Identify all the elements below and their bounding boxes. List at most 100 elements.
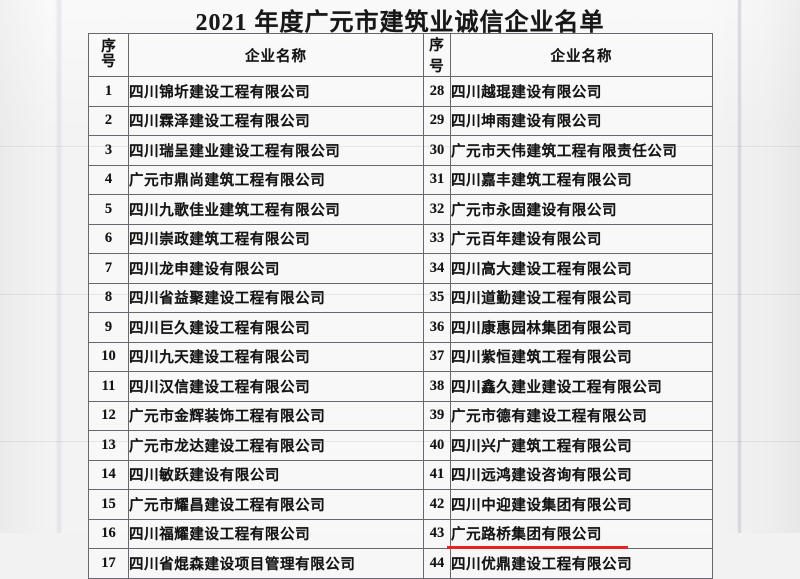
cell-company-name-left: 四川巨久建设工程有限公司 <box>128 312 424 343</box>
cell-seq-right: 41 <box>423 459 451 490</box>
cell-company-name-right: 四川鑫久建业建设工程有限公司 <box>450 371 713 402</box>
company-name-text: 广元市天伟建筑工程有限责任公司 <box>451 143 678 160</box>
cell-seq-right: 37 <box>423 341 451 372</box>
cell-seq-right: 31 <box>423 164 451 195</box>
cell-company-name-left: 四川敏跃建设有限公司 <box>128 459 424 490</box>
table-row: 1 四川锦圻建设工程有限公司 28 四川越琨建设有限公司 <box>88 76 713 107</box>
company-name-text: 四川兴广建筑工程有限公司 <box>451 438 633 455</box>
table-row: 15 广元市耀昌建设工程有限公司 42 四川中迎建设集团有限公司 <box>88 489 713 520</box>
table-body: 1 四川锦圻建设工程有限公司 28 四川越琨建设有限公司 2 四川霖泽建设工程有限公司 29… <box>88 76 713 579</box>
cell-seq-right: 39 <box>423 400 451 431</box>
cell-seq-left: 16 <box>88 518 129 549</box>
company-name-text: 四川崇政建筑工程有限公司 <box>129 232 311 249</box>
cell-seq-left: 6 <box>88 223 129 254</box>
company-name-text: 四川省益聚建设工程有限公司 <box>129 291 326 308</box>
column-header-name-left: 企业名称 <box>128 33 424 77</box>
page-title: 2021 年度广元市建筑业诚信企业名单 <box>195 10 605 36</box>
scan-artifact-streak <box>737 0 742 533</box>
cell-seq-left: 5 <box>88 194 129 225</box>
cell-company-name-left: 广元市鼎尚建筑工程有限公司 <box>128 164 424 195</box>
company-name-text: 广元市金辉装饰工程有限公司 <box>129 409 326 426</box>
table-row: 12 广元市金辉装饰工程有限公司 39 广元市德有建设工程有限公司 <box>88 400 713 431</box>
cell-company-name-right: 广元市德有建设工程有限公司 <box>450 400 713 431</box>
company-name-text: 广元路桥集团有限公司 <box>447 523 628 550</box>
cell-seq-right: 30 <box>423 135 451 166</box>
cell-seq-left: 2 <box>88 105 129 136</box>
cell-company-name-right: 四川兴广建筑工程有限公司 <box>450 430 713 461</box>
cell-seq-right: 43 <box>423 518 451 549</box>
table-header-row: 序 号 企业名称 序号 企业名称 <box>88 33 713 77</box>
company-name-text: 四川敏跃建设有限公司 <box>129 468 280 485</box>
cell-company-name-left: 四川省益聚建设工程有限公司 <box>128 282 424 313</box>
column-header-seq-left-line2: 号 <box>101 54 116 70</box>
table-header: 序 号 企业名称 序号 企业名称 <box>88 33 713 77</box>
table-row: 3 四川瑞呈建业建设工程有限公司 30 广元市天伟建筑工程有限责任公司 <box>88 135 713 166</box>
cell-company-name-right: 四川坤雨建设有限公司 <box>450 105 713 136</box>
company-name-text: 四川道勤建设工程有限公司 <box>451 291 633 308</box>
column-header-seq-left-line1: 序 <box>101 38 116 55</box>
cell-seq-left: 9 <box>88 312 129 343</box>
column-header-seq-right: 序号 <box>423 33 451 77</box>
cell-company-name-left: 四川崇政建筑工程有限公司 <box>128 223 424 254</box>
cell-company-name-left: 四川省焜森建设项目管理有限公司 <box>128 548 424 579</box>
company-name-text: 四川福耀建设工程有限公司 <box>129 527 311 544</box>
cell-seq-left: 13 <box>88 430 129 461</box>
company-name-text: 四川鑫久建业建设工程有限公司 <box>451 379 663 396</box>
cell-company-name-left: 四川龙申建设有限公司 <box>128 253 424 284</box>
column-header-name-right: 企业名称 <box>450 33 713 77</box>
cell-seq-left: 17 <box>88 548 129 579</box>
company-name-text: 四川省焜森建设项目管理有限公司 <box>129 556 356 573</box>
company-name-text: 四川巨久建设工程有限公司 <box>129 320 311 337</box>
cell-company-name-right-highlighted: 广元路桥集团有限公司 <box>447 518 713 550</box>
cell-company-name-left: 四川九歌佳业建筑工程有限公司 <box>128 194 424 225</box>
cell-seq-left: 7 <box>88 253 129 284</box>
company-name-text: 四川九歌佳业建筑工程有限公司 <box>129 202 341 219</box>
company-name-text: 四川优鼎建设工程有限公司 <box>451 556 633 573</box>
cell-company-name-right: 四川远鸿建设咨询有限公司 <box>450 459 713 490</box>
cell-company-name-right: 四川道勤建设工程有限公司 <box>450 282 713 313</box>
cell-company-name-right: 广元市天伟建筑工程有限责任公司 <box>450 135 713 166</box>
table-row: 11 四川汉信建设工程有限公司 38 四川鑫久建业建设工程有限公司 <box>88 371 713 402</box>
cell-company-name-left: 四川福耀建设工程有限公司 <box>128 518 424 549</box>
company-name-text: 广元市德有建设工程有限公司 <box>451 409 648 426</box>
table-row: 16 四川福耀建设工程有限公司 43 广元路桥集团有限公司 <box>88 518 713 550</box>
company-list-table-container: 序 号 企业名称 序号 企业名称 1 四川锦圻建设工程有限公司 28 四川越琨建设有限… <box>88 33 713 579</box>
cell-seq-left: 1 <box>88 76 129 107</box>
company-name-text: 四川远鸿建设咨询有限公司 <box>451 468 633 485</box>
cell-seq-left: 12 <box>88 400 129 431</box>
company-name-text: 四川越琨建设有限公司 <box>451 84 602 101</box>
cell-company-name-left: 四川霖泽建设工程有限公司 <box>128 105 424 136</box>
table-row: 4 广元市鼎尚建筑工程有限公司 31 四川嘉丰建筑工程有限公司 <box>88 164 713 195</box>
cell-seq-right: 44 <box>423 548 451 579</box>
cell-company-name-right: 四川嘉丰建筑工程有限公司 <box>450 164 713 195</box>
company-name-text: 四川锦圻建设工程有限公司 <box>129 84 311 101</box>
scan-artifact-streak <box>55 0 63 533</box>
cell-company-name-left: 广元市金辉装饰工程有限公司 <box>128 400 424 431</box>
cell-seq-right: 40 <box>423 430 451 461</box>
cell-seq-right: 32 <box>423 194 451 225</box>
company-list-table: 序 号 企业名称 序号 企业名称 1 四川锦圻建设工程有限公司 28 四川越琨建设有限… <box>88 33 713 579</box>
cell-company-name-left: 四川九天建设工程有限公司 <box>128 341 424 372</box>
company-name-text: 广元百年建设有限公司 <box>451 232 602 249</box>
cell-seq-left: 8 <box>88 282 129 313</box>
cell-company-name-right: 四川高大建设工程有限公司 <box>450 253 713 284</box>
company-name-text: 四川瑞呈建业建设工程有限公司 <box>129 143 341 160</box>
cell-seq-left: 10 <box>88 341 129 372</box>
company-name-text: 四川汉信建设工程有限公司 <box>129 379 311 396</box>
company-name-text: 四川紫恒建筑工程有限公司 <box>451 350 633 367</box>
table-row: 6 四川崇政建筑工程有限公司 33 广元百年建设有限公司 <box>88 223 713 254</box>
cell-seq-right: 42 <box>423 489 451 520</box>
table-row: 2 四川霖泽建设工程有限公司 29 四川坤雨建设有限公司 <box>88 105 713 136</box>
cell-company-name-right: 广元市永固建设有限公司 <box>450 194 713 225</box>
company-name-text: 四川高大建设工程有限公司 <box>451 261 633 278</box>
cell-seq-left: 3 <box>88 135 129 166</box>
table-row: 10 四川九天建设工程有限公司 37 四川紫恒建筑工程有限公司 <box>88 341 713 372</box>
company-name-text: 广元市耀昌建设工程有限公司 <box>129 497 326 514</box>
company-name-text: 四川九天建设工程有限公司 <box>129 350 311 367</box>
company-name-text: 广元市永固建设有限公司 <box>451 202 618 219</box>
table-row: 17 四川省焜森建设项目管理有限公司 44 四川优鼎建设工程有限公司 <box>88 548 713 579</box>
cell-seq-right: 29 <box>423 105 451 136</box>
company-name-text: 四川龙申建设有限公司 <box>129 261 280 278</box>
cell-seq-right: 35 <box>423 282 451 313</box>
cell-seq-left: 4 <box>88 164 129 195</box>
